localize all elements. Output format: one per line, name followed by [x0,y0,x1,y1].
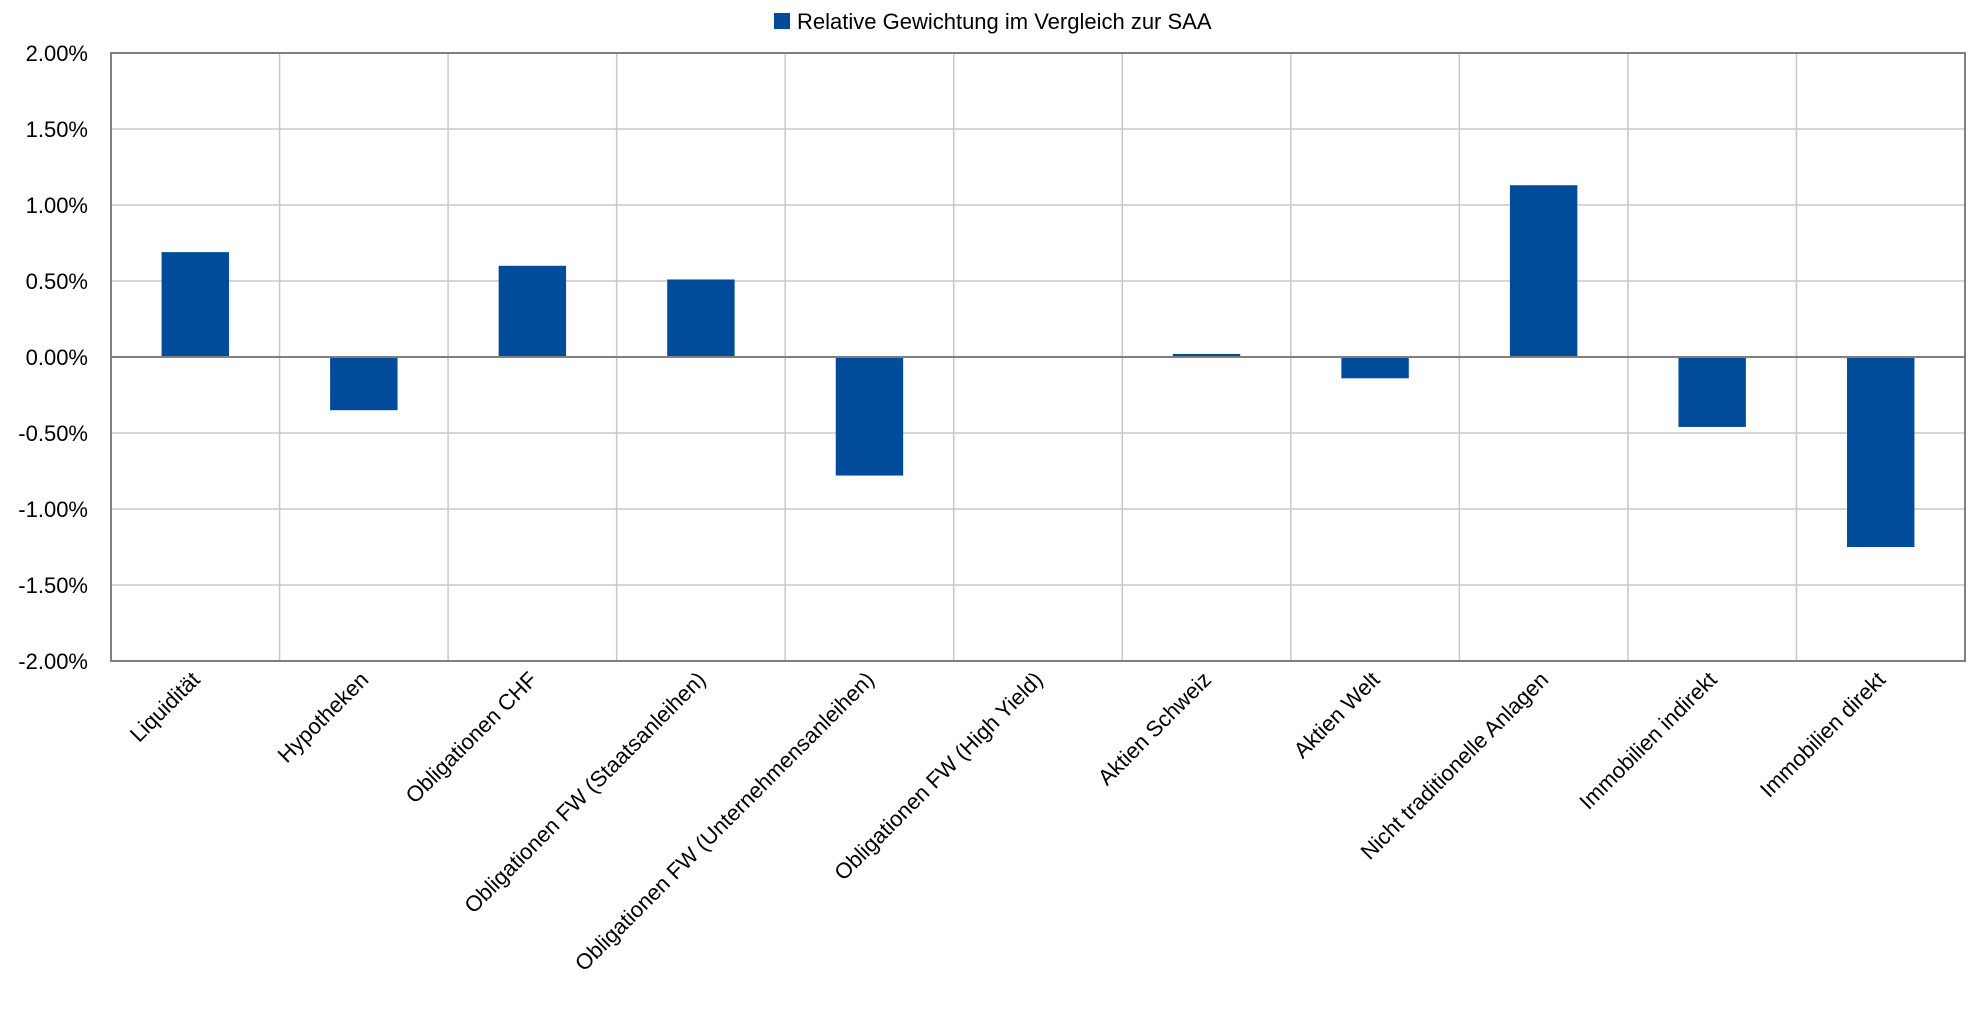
bar [1172,353,1241,357]
x-tick-label: Immobilien indirekt [1574,667,1721,814]
bar [1678,357,1746,427]
y-tick-label: 0.50% [26,269,88,294]
x-tick-label: Hypotheken [273,667,374,768]
x-tick-label: Aktien Schweiz [1093,667,1216,790]
bar [161,252,229,357]
bar [330,357,398,411]
x-tick-label: Nicht traditionelle Anlagen [1356,667,1554,865]
legend-label: Relative Gewichtung im Vergleich zur SAA [797,9,1212,34]
y-tick-label: 1.00% [26,193,88,218]
bars-layer [161,185,1915,547]
y-tick-label: 2.00% [26,41,88,66]
x-tick-label: Obligationen FW (Unternehmensanleihen) [570,667,879,976]
bar [1341,357,1409,379]
x-tick-label: Immobilien direkt [1755,667,1890,802]
bar [667,279,735,357]
y-tick-label: 0.00% [26,345,88,370]
legend-swatch [774,13,790,29]
bar [498,265,567,357]
bar [1847,357,1915,547]
y-tick-labels: 2.00% 1.50% 1.00% 0.50% 0.00% -0.50% -1.00% -1.… [18,41,88,674]
x-tick-labels: Liquidität Hypotheken Obligationen CHFObli… [125,667,1890,976]
y-tick-label: -0.50% [18,421,88,446]
bar [835,357,904,476]
y-tick-label: -1.00% [18,497,88,522]
bar [1509,185,1578,357]
y-tick-label: 1.50% [26,117,88,142]
y-tick-label: -2.00% [18,649,88,674]
x-tick-label: Obligationen CHF [401,667,542,808]
legend: Relative Gewichtung im Vergleich zur SAA [774,9,1212,34]
axis-layer [110,52,1966,662]
y-tick-label: -1.50% [18,573,88,598]
x-tick-label: Liquidität [125,667,205,747]
x-tick-label: Aktien Welt [1289,667,1385,763]
